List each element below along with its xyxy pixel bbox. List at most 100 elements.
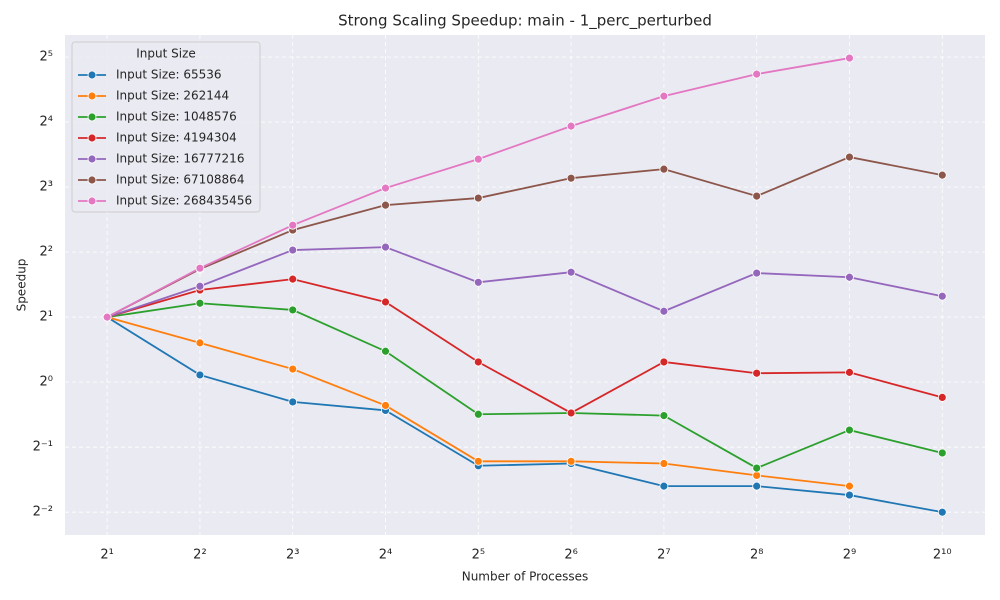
legend-marker [87, 70, 97, 80]
data-point [752, 368, 762, 378]
data-point [473, 277, 483, 287]
data-point [195, 298, 205, 308]
y-tick-label: 2¹ [40, 310, 53, 325]
y-axis-label: Speedup [15, 259, 29, 312]
data-point [845, 152, 854, 162]
x-tick-label: 2² [193, 548, 206, 563]
data-point [473, 409, 483, 419]
legend-label: Input Size: 262144 [116, 89, 229, 103]
data-point [845, 272, 854, 282]
y-tick-label: 2⁻¹ [33, 440, 53, 455]
data-point [659, 481, 669, 491]
data-point [288, 220, 298, 230]
data-point [102, 312, 112, 322]
data-point [659, 459, 669, 468]
x-tick-label: 2⁶ [564, 548, 577, 563]
data-point [381, 346, 390, 356]
data-point [195, 370, 205, 380]
x-axis-label: Number of Processes [462, 570, 589, 584]
y-tick-label: 2³ [40, 180, 53, 195]
legend-label: Input Size: 268435456 [116, 194, 252, 208]
legend-label: Input Size: 67108864 [116, 173, 244, 187]
x-tick-label: 2⁸ [750, 548, 763, 563]
data-point [195, 263, 205, 273]
data-point [566, 173, 576, 183]
data-point [659, 357, 669, 367]
data-point [752, 463, 762, 473]
chart-title: Strong Scaling Speedup: main - 1_perc_pe… [338, 12, 712, 31]
legend-label: Input Size: 16777216 [116, 152, 244, 166]
data-point [566, 121, 576, 131]
legend-marker [87, 112, 97, 122]
series-line [106, 156, 943, 318]
data-point [566, 408, 576, 418]
data-point [566, 267, 576, 277]
y-tick-label: 2² [40, 245, 53, 260]
data-point [381, 183, 390, 193]
legend-marker [87, 175, 97, 185]
y-tick-label: 2⁵ [40, 50, 53, 65]
data-point [566, 456, 576, 466]
data-point [752, 69, 762, 79]
data-point [381, 200, 390, 210]
data-point [659, 411, 669, 421]
data-point [473, 357, 483, 367]
legend-box [71, 41, 261, 213]
data-point [937, 291, 947, 301]
data-point [381, 297, 390, 307]
data-point [752, 481, 762, 491]
data-point [195, 338, 205, 348]
y-tick-label: 2⁻² [33, 505, 53, 520]
legend-title: Input Size [136, 47, 196, 61]
series-line [106, 302, 943, 470]
data-point [845, 425, 854, 435]
data-point [195, 281, 205, 291]
data-point [845, 367, 854, 377]
data-point [288, 245, 298, 255]
series-line [106, 278, 943, 414]
legend-label: Input Size: 1048576 [116, 110, 237, 124]
legend-label: Input Size: 4194304 [116, 131, 237, 145]
y-tick-label: 2⁰ [40, 375, 53, 390]
data-point [381, 401, 390, 410]
data-point [937, 392, 947, 402]
x-tick-label: 2⁷ [657, 548, 670, 563]
data-point [659, 164, 669, 174]
x-tick-label: 2⁹ [843, 548, 856, 563]
data-point [752, 268, 762, 278]
legend-label: Input Size: 65536 [116, 68, 222, 82]
data-point [288, 305, 298, 315]
data-point [381, 242, 390, 252]
data-point [752, 471, 762, 480]
x-tick-label: 2⁴ [379, 548, 392, 563]
data-point [473, 193, 483, 203]
lines [102, 53, 947, 517]
data-point [845, 481, 854, 491]
data-point [288, 364, 298, 374]
series-line [106, 316, 943, 514]
data-point [288, 274, 298, 284]
x-tick-label: 2¹ [100, 548, 113, 563]
legend-marker [87, 196, 97, 206]
data-point [845, 53, 854, 63]
x-tick-label: 2⁵ [472, 548, 485, 563]
data-point [659, 91, 669, 101]
legend-marker [87, 91, 97, 101]
data-point [473, 154, 483, 164]
x-tick-label: 2¹⁰ [933, 548, 952, 563]
data-point [752, 191, 762, 201]
legend: Input Size Input Size: 65536 Input Size: … [71, 41, 261, 213]
data-point [937, 507, 947, 517]
data-point [937, 448, 947, 458]
data-point [937, 170, 947, 180]
y-tick-label: 2⁴ [40, 115, 53, 130]
data-point [473, 456, 483, 466]
x-tick-label: 2³ [286, 548, 299, 563]
data-point [845, 490, 854, 500]
series-line [106, 246, 943, 318]
legend-marker [87, 154, 97, 164]
data-point [659, 306, 669, 316]
data-point [288, 397, 298, 407]
legend-marker [87, 133, 97, 143]
